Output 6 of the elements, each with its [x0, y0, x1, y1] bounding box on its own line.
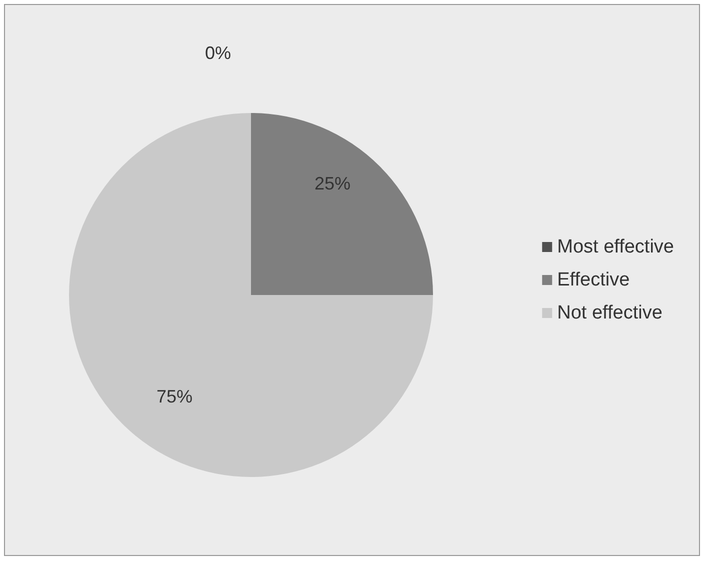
text: 0% — [204, 43, 231, 63]
legend-label: Effective — [557, 270, 630, 290]
data-label: 75% — [156, 386, 193, 406]
legend-label: Not effective — [557, 302, 662, 324]
data-label: 25% — [314, 174, 350, 194]
legend-label: Most effective — [557, 236, 674, 258]
